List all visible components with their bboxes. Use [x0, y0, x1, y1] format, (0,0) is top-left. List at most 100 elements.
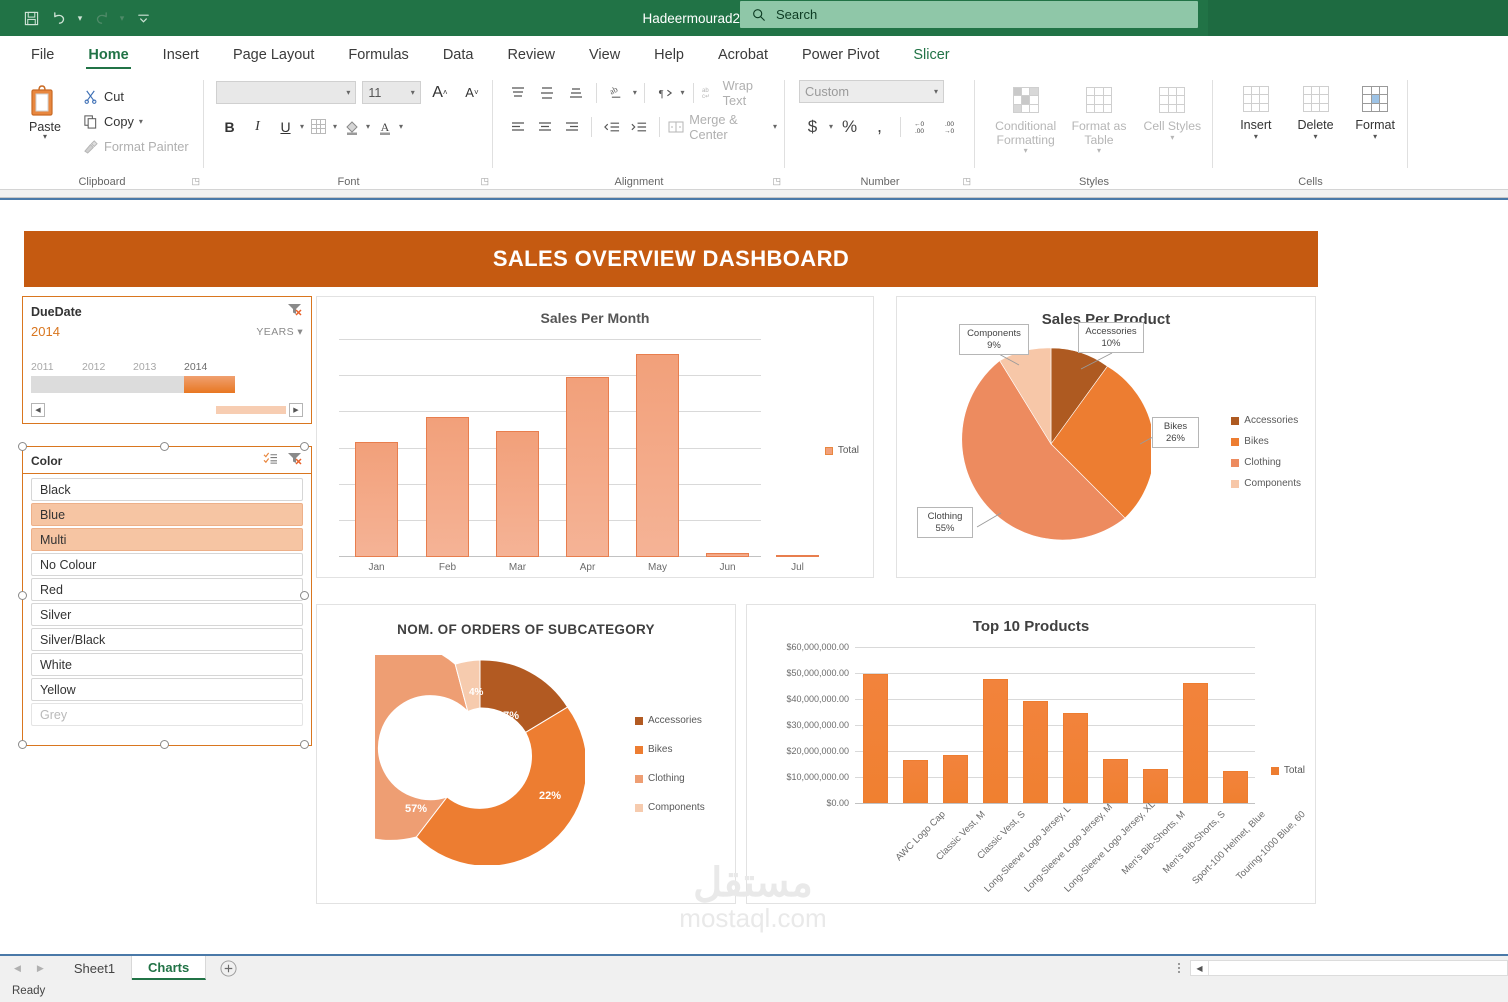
percent-style-button[interactable]: %	[841, 116, 858, 136]
align-bottom-button[interactable]	[562, 81, 589, 105]
bar-may[interactable]	[636, 354, 679, 557]
text-direction-dropdown-icon[interactable]: ▾	[680, 88, 685, 97]
timeline-year-2014[interactable]: 2014	[184, 361, 235, 393]
tab-home[interactable]: Home	[71, 43, 145, 72]
underline-dropdown-icon[interactable]: ▾	[300, 122, 305, 131]
bar-bib-shorts-s[interactable]	[1143, 769, 1168, 803]
fill-color-dropdown-icon[interactable]: ▾	[366, 122, 371, 131]
comma-style-button[interactable]: ,	[877, 116, 883, 136]
doughnut-graphic[interactable]	[375, 655, 585, 865]
delete-dropdown-icon[interactable]: ▾	[1313, 132, 1318, 141]
sheet-nav-arrows[interactable]: ◀ ▶	[0, 956, 58, 980]
delete-cells-button[interactable]: Delete ▾	[1291, 80, 1341, 141]
align-middle-button[interactable]	[534, 81, 561, 105]
bar-mar[interactable]	[496, 431, 539, 557]
chart-top-10-products[interactable]: Top 10 Products $0.00 $10,000,000.00 $20…	[746, 604, 1316, 904]
slicer-item-silver[interactable]: Silver	[31, 603, 303, 626]
sheet-tab-sheet1[interactable]: Sheet1	[58, 956, 133, 980]
slicer-item-grey[interactable]: Grey	[31, 703, 303, 726]
cell-styles-button[interactable]: Cell Styles ▾	[1140, 80, 1205, 156]
slicer-item-yellow[interactable]: Yellow	[31, 678, 303, 701]
tab-insert[interactable]: Insert	[162, 47, 199, 63]
tab-review[interactable]: Review	[507, 47, 555, 63]
timeline-level-select[interactable]: YEARS ▾	[256, 325, 303, 338]
format-as-table-dropdown-icon[interactable]: ▾	[1096, 146, 1101, 156]
resize-handle-tl[interactable]	[18, 442, 27, 451]
font-dialog-launcher[interactable]: ◳	[480, 176, 489, 186]
bar-sport-100-helmet[interactable]	[1183, 683, 1208, 803]
borders-dropdown-icon[interactable]: ▾	[333, 122, 338, 131]
timeline-slicer-duedate[interactable]: DueDate 2014 YEARS ▾ 2011 2012 2013 2	[22, 296, 312, 424]
undo-dropdown-icon[interactable]: ▾	[77, 12, 83, 23]
bar-touring-1000[interactable]	[1223, 771, 1248, 803]
slicer-item-multi[interactable]: Multi	[31, 528, 303, 551]
accounting-dropdown-icon[interactable]: ▾	[829, 122, 834, 131]
insert-cells-button[interactable]: Insert ▾	[1231, 80, 1281, 141]
chart-legend[interactable]: Total	[1270, 765, 1305, 776]
resize-handle-mr[interactable]	[300, 591, 309, 600]
bar-long-sleeve-xl[interactable]	[1063, 713, 1088, 803]
decrease-decimal-button[interactable]: .00 →0	[938, 114, 965, 139]
resize-handle-bl[interactable]	[18, 740, 27, 749]
decrease-indent-button[interactable]	[599, 115, 624, 139]
orientation-dropdown-icon[interactable]: ▾	[632, 88, 637, 97]
pie-graphic[interactable]	[951, 344, 1151, 544]
save-icon[interactable]	[18, 6, 44, 30]
bar-jan[interactable]	[355, 442, 398, 557]
tab-file[interactable]: File	[31, 47, 55, 63]
wrap-text-button[interactable]: ab c↵ Wrap Text	[701, 78, 777, 108]
underline-button[interactable]: U	[280, 118, 291, 135]
conditional-formatting-button[interactable]: Conditional Formatting ▾	[993, 80, 1058, 156]
align-left-button[interactable]	[505, 115, 530, 139]
align-right-button[interactable]	[559, 115, 584, 139]
chart-legend[interactable]: Total	[824, 445, 859, 456]
bar-awc-logo-cap[interactable]	[863, 674, 888, 803]
font-color-dropdown-icon[interactable]: ▾	[399, 122, 404, 131]
merge-center-button[interactable]: Merge & Center ▾	[668, 112, 777, 142]
number-dialog-launcher[interactable]: ◳	[962, 176, 971, 186]
copy-dropdown-icon[interactable]: ▾	[138, 117, 143, 126]
tab-page-layout[interactable]: Page Layout	[232, 47, 315, 63]
chart-num-orders-subcategory[interactable]: NOM. OF ORDERS OF SUBCATEGORY 17% 22% 57…	[316, 604, 736, 904]
slicer-item-red[interactable]: Red	[31, 578, 303, 601]
bar-jul[interactable]	[776, 555, 819, 557]
tab-view[interactable]: View	[589, 47, 621, 63]
font-color-button[interactable]: A	[371, 114, 398, 139]
paste-button[interactable]: Paste ▾	[14, 80, 76, 159]
slicer-item-black[interactable]: Black	[31, 478, 303, 501]
timeline-year-2012[interactable]: 2012	[82, 361, 133, 393]
timeline-scroll-track[interactable]	[48, 406, 286, 414]
number-format-select[interactable]: Custom ▾	[799, 80, 944, 103]
tab-formulas[interactable]: Formulas	[348, 47, 409, 63]
search-box[interactable]: Search	[740, 1, 1198, 28]
increase-indent-button[interactable]	[626, 115, 651, 139]
bold-button[interactable]: B	[224, 118, 235, 135]
bar-jun[interactable]	[706, 553, 749, 557]
orientation-button[interactable]: ab	[604, 81, 631, 105]
decrease-font-size-button[interactable]: A ˅	[465, 85, 479, 100]
clipboard-dialog-launcher[interactable]: ◳	[191, 176, 200, 186]
format-cells-button[interactable]: Format ▾	[1350, 80, 1400, 141]
slicer-item-white[interactable]: White	[31, 653, 303, 676]
merge-center-dropdown-icon[interactable]: ▾	[772, 122, 777, 131]
multi-select-icon[interactable]	[263, 452, 278, 470]
alignment-dialog-launcher[interactable]: ◳	[772, 176, 781, 186]
tab-data[interactable]: Data	[442, 47, 474, 63]
chart-legend[interactable]: Accessories Bikes Clothing Components	[1231, 415, 1301, 489]
timeline-year-2011[interactable]: 2011	[31, 361, 82, 393]
cut-button[interactable]: Cut	[82, 84, 189, 109]
nav-prev-icon[interactable]: ◀	[14, 962, 21, 973]
paste-dropdown-icon[interactable]: ▾	[42, 132, 47, 141]
undo-icon[interactable]	[46, 6, 72, 30]
scrollbar-track[interactable]: ◀	[1190, 960, 1508, 976]
slicer-item-blue[interactable]: Blue	[31, 503, 303, 526]
resize-handle-ml[interactable]	[18, 591, 27, 600]
split-handle-icon[interactable]	[1168, 963, 1190, 973]
clear-filter-icon[interactable]	[287, 451, 303, 470]
accounting-format-button[interactable]: $	[807, 116, 818, 136]
tab-power-pivot[interactable]: Power Pivot	[801, 47, 880, 63]
bar-classic-vest-m[interactable]	[903, 760, 928, 803]
conditional-formatting-dropdown-icon[interactable]: ▾	[1023, 146, 1028, 156]
resize-handle-tr[interactable]	[300, 442, 309, 451]
customize-qat-icon[interactable]	[130, 6, 156, 30]
